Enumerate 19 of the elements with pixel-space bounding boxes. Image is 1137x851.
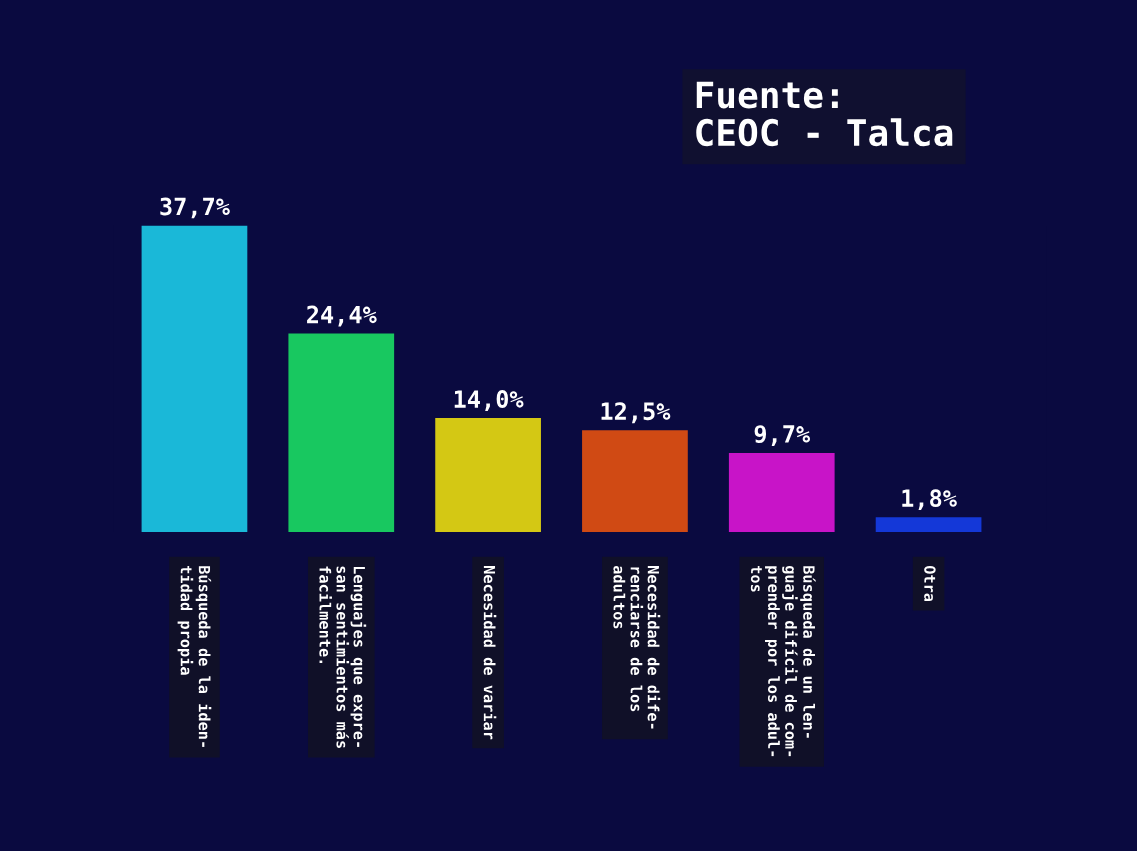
- bar: [141, 225, 248, 532]
- x-tick-label: Otra: [924, 565, 936, 602]
- data-label: 12,5%: [601, 402, 671, 424]
- data-label: 14,0%: [454, 390, 524, 411]
- x-tick-label: Búsqueda de la iden- tidad propia: [177, 566, 212, 747]
- bar: [582, 430, 688, 532]
- source-note: Fuente: CEOC - Talca: [696, 81, 953, 147]
- data-label: 24,4%: [307, 305, 377, 327]
- bar: [728, 453, 835, 532]
- data-label: 37,7%: [160, 197, 230, 219]
- data-label: 9,7%: [754, 425, 811, 446]
- data-label: 1,8%: [902, 489, 957, 511]
- bar: [875, 517, 982, 532]
- bar: [288, 333, 395, 532]
- x-tick-label: Lenguajes que expre- san sentimientos más facilmente.: [319, 566, 367, 748]
- x-tick-label: Necesidad de dife- renciarse de los adultos: [613, 565, 661, 729]
- x-tick-label: Búsqueda de un len- guaje difícil de com- prender por los adul- tos: [750, 565, 816, 757]
- bar: [435, 418, 541, 532]
- x-tick-label: Necesidad de variar: [483, 566, 497, 740]
